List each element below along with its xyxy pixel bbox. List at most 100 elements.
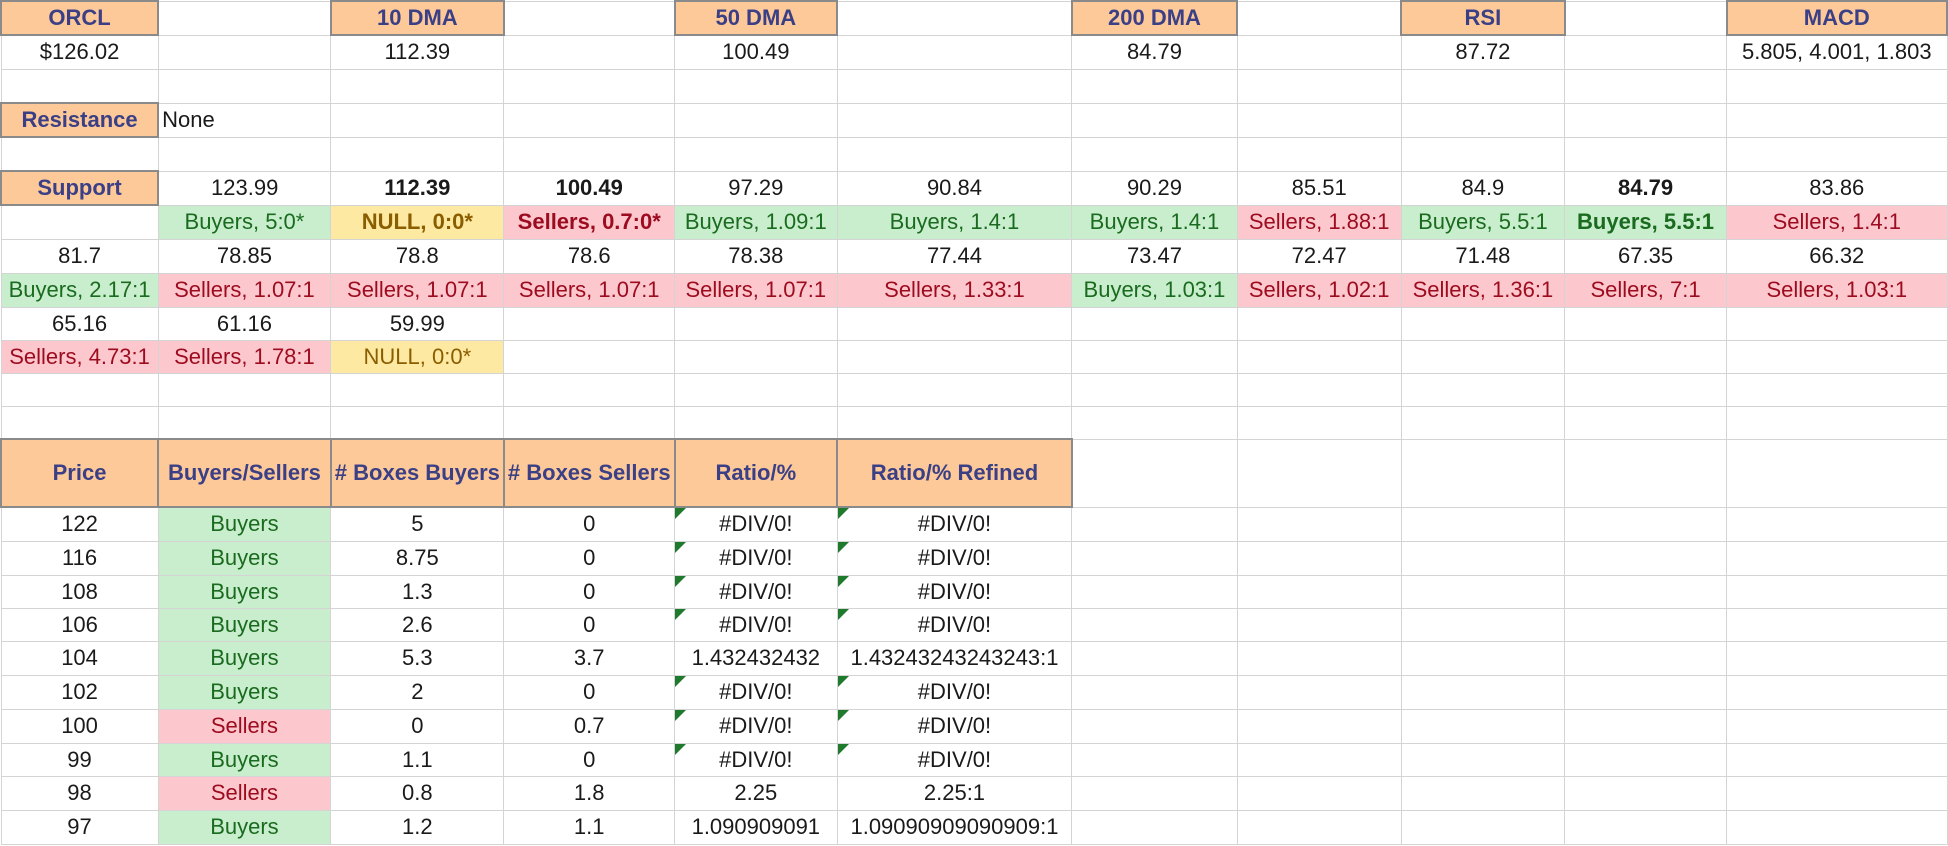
cell-empty[interactable] — [1236, 405, 1402, 440]
cell-support-level[interactable]: 78.8 — [330, 238, 505, 274]
cell-side[interactable]: Buyers — [157, 506, 332, 542]
cell-empty[interactable] — [674, 136, 838, 172]
cell-empty[interactable] — [674, 306, 838, 341]
cell-support-level[interactable]: 61.16 — [157, 306, 332, 341]
cell-50dma-header[interactable]: 50 DMA — [673, 0, 839, 36]
cell-boxes-sellers[interactable]: 0 — [503, 540, 676, 576]
cell-empty[interactable] — [1726, 405, 1948, 440]
cell-support-ratio[interactable]: Sellers, 7:1 — [1564, 272, 1728, 308]
cell-empty[interactable] — [503, 34, 676, 70]
cell-boxes-buyers[interactable]: 5 — [330, 506, 505, 542]
cell-empty[interactable] — [1236, 742, 1402, 777]
cell-empty[interactable] — [1564, 506, 1728, 542]
cell-boxes-buyers[interactable]: 0.8 — [330, 775, 505, 811]
cell-empty[interactable] — [836, 34, 1073, 70]
cell-ratio-refined[interactable]: 1.43243243243243:1 — [836, 640, 1073, 676]
cell-boxes-sellers[interactable]: 0 — [503, 674, 676, 710]
cell-50dma-value[interactable]: 100.49 — [674, 34, 838, 70]
cell-empty[interactable] — [157, 136, 332, 172]
cell-boxes-buyers[interactable]: 0 — [330, 708, 505, 744]
cell-empty[interactable] — [1071, 708, 1238, 744]
cell-support-level[interactable]: 67.35 — [1564, 238, 1728, 274]
cell-boxes-sellers[interactable]: 0 — [503, 607, 676, 642]
cell-support-ratio[interactable]: NULL, 0:0* — [330, 204, 505, 240]
cell-empty[interactable] — [674, 68, 838, 104]
cell-empty[interactable] — [1071, 742, 1238, 777]
cell-empty[interactable] — [1726, 708, 1948, 744]
cell-empty[interactable] — [1564, 540, 1728, 576]
cell-empty[interactable] — [1564, 708, 1728, 744]
cell-empty[interactable] — [157, 0, 332, 36]
cell-price-value[interactable]: $126.02 — [0, 34, 159, 70]
cell-empty[interactable] — [836, 68, 1073, 104]
cell-side[interactable]: Sellers — [157, 775, 332, 811]
cell-price[interactable]: 108 — [0, 574, 159, 609]
cell-support-level[interactable]: 72.47 — [1236, 238, 1402, 274]
cell-empty[interactable] — [836, 372, 1073, 407]
cell-200dma-value[interactable]: 84.79 — [1071, 34, 1238, 70]
cell-price[interactable]: 122 — [0, 506, 159, 542]
cell-side[interactable]: Buyers — [157, 540, 332, 576]
cell-empty[interactable] — [1400, 438, 1566, 508]
cell-empty[interactable] — [1564, 742, 1728, 777]
cell-support-ratio[interactable]: Buyers, 1.03:1 — [1071, 272, 1238, 308]
cell-price[interactable]: 106 — [0, 607, 159, 642]
cell-price[interactable]: 102 — [0, 674, 159, 710]
cell-ratio-refined[interactable]: #DIV/0! — [836, 708, 1073, 744]
cell-ratio[interactable]: #DIV/0! — [674, 506, 838, 542]
cell-ratio[interactable]: 1.432432432 — [674, 640, 838, 676]
cell-empty[interactable] — [1564, 405, 1728, 440]
cell-empty[interactable] — [1400, 506, 1566, 542]
cell-boxes-sellers[interactable]: 0.7 — [503, 708, 676, 744]
cell-empty[interactable] — [836, 102, 1073, 138]
cell-empty[interactable] — [1071, 339, 1238, 374]
cell-empty[interactable] — [1564, 438, 1728, 508]
cell-empty[interactable] — [0, 136, 159, 172]
cell-support-ratio[interactable]: Sellers, 1.78:1 — [157, 339, 332, 374]
cell-empty[interactable] — [1564, 68, 1728, 104]
cell-support-level[interactable]: 85.51 — [1236, 170, 1402, 206]
cell-empty[interactable] — [157, 405, 332, 440]
cell-empty[interactable] — [503, 339, 676, 374]
cell-ratio-refined[interactable]: #DIV/0! — [836, 506, 1073, 542]
cell-ratio[interactable]: #DIV/0! — [674, 742, 838, 777]
cell-empty[interactable] — [1564, 339, 1728, 374]
cell-empty[interactable] — [0, 405, 159, 440]
cell-empty[interactable] — [1071, 607, 1238, 642]
cell-empty[interactable] — [1564, 809, 1728, 845]
cell-support-ratio[interactable]: Sellers, 0.7:0* — [503, 204, 676, 240]
cell-empty[interactable] — [1400, 775, 1566, 811]
cell-empty[interactable] — [1400, 640, 1566, 676]
cell-empty[interactable] — [1236, 136, 1402, 172]
cell-empty[interactable] — [1071, 405, 1238, 440]
cell-ratio-refined[interactable]: 1.09090909090909:1 — [836, 809, 1073, 845]
cell-ratio[interactable]: #DIV/0! — [674, 607, 838, 642]
cell-ratio-header[interactable]: Ratio/% — [673, 438, 839, 508]
cell-empty[interactable] — [1071, 506, 1238, 542]
cell-empty[interactable] — [1236, 102, 1402, 138]
cell-empty[interactable] — [1400, 68, 1566, 104]
cell-empty[interactable] — [503, 306, 676, 341]
cell-support-ratio[interactable]: Buyers, 5.5:1 — [1564, 204, 1728, 240]
cell-support-ratio[interactable]: Sellers, 1.02:1 — [1236, 272, 1402, 308]
cell-empty[interactable] — [1400, 809, 1566, 845]
cell-boxes-sellers[interactable]: 0 — [503, 506, 676, 542]
cell-support-ratio[interactable]: Sellers, 1.07:1 — [330, 272, 505, 308]
cell-empty[interactable] — [1071, 102, 1238, 138]
cell-empty[interactable] — [836, 306, 1073, 341]
cell-support-level[interactable]: 78.38 — [674, 238, 838, 274]
cell-empty[interactable] — [1071, 640, 1238, 676]
cell-resistance-value[interactable]: None — [157, 102, 332, 138]
cell-empty[interactable] — [1400, 742, 1566, 777]
cell-empty[interactable] — [1400, 306, 1566, 341]
cell-support-ratio[interactable]: NULL, 0:0* — [330, 339, 505, 374]
cell-empty[interactable] — [1400, 540, 1566, 576]
cell-side[interactable]: Buyers — [157, 809, 332, 845]
cell-empty[interactable] — [503, 102, 676, 138]
cell-support-level[interactable]: 90.29 — [1071, 170, 1238, 206]
cell-boxes-sellers-header[interactable]: # Boxes Sellers — [502, 438, 676, 508]
cell-buyers-sellers-header[interactable]: Buyers/Sellers — [157, 438, 332, 508]
cell-price[interactable]: 99 — [0, 742, 159, 777]
cell-support-label[interactable]: Support — [0, 170, 160, 206]
cell-boxes-sellers[interactable]: 0 — [503, 574, 676, 609]
